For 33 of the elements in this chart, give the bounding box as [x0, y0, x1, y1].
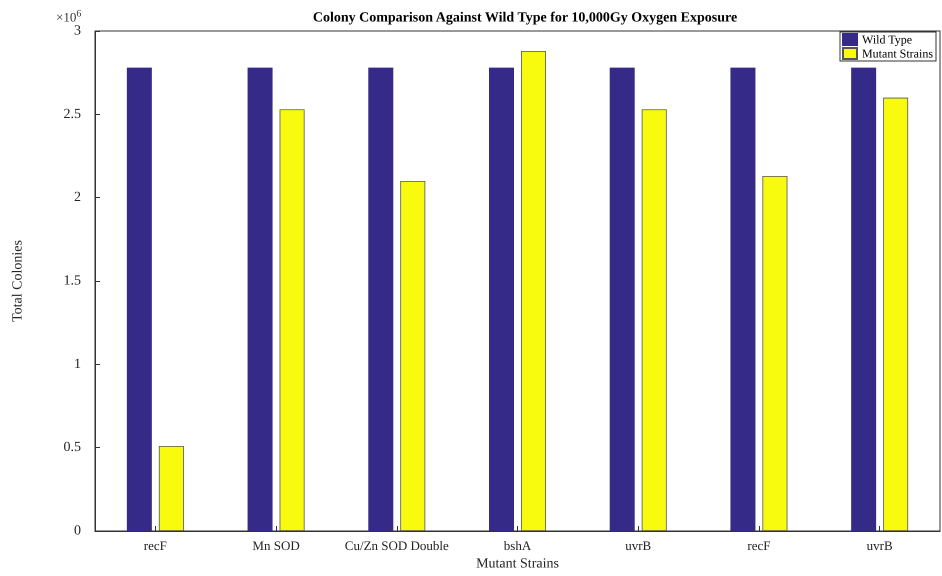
x-tick-label: bshA — [504, 538, 532, 553]
y-tick-label: 3 — [74, 24, 81, 38]
bar — [368, 68, 394, 531]
x-tick-label: uvrB — [625, 538, 652, 553]
y-axis-title: Total Colonies — [10, 240, 26, 322]
y-tick-label: 2 — [74, 190, 81, 206]
y-tick-label: 1.5 — [64, 274, 81, 288]
bar — [762, 176, 788, 531]
x-axis-title: Mutant Strains — [476, 556, 559, 572]
bar — [489, 68, 514, 531]
bar — [642, 109, 667, 531]
bar — [521, 51, 546, 531]
chart-title: Colony Comparison Against Wild Type for 10,000Gy Oxygen Exposure — [312, 10, 738, 26]
y-tick-label: 0.5 — [64, 440, 81, 456]
legend-label: Wild Type — [862, 32, 912, 46]
bar — [851, 68, 876, 531]
x-tick-label: Cu/Zn SOD Double — [344, 538, 450, 553]
y-tick-label: 2.5 — [64, 106, 81, 122]
bar — [883, 98, 908, 531]
legend-label: Mutant Strains — [862, 46, 934, 60]
x-tick-label: uvrB — [866, 538, 893, 553]
x-tick-label: Mn SOD — [252, 538, 300, 553]
bar — [610, 68, 635, 531]
bar — [730, 68, 756, 531]
bar — [248, 68, 273, 531]
bar — [126, 68, 152, 531]
bar — [400, 181, 426, 531]
bar — [280, 109, 305, 531]
x-tick-label: recF — [144, 538, 167, 553]
y-tick-label: 0 — [74, 524, 81, 538]
x-tick-label: recF — [747, 538, 770, 553]
bar — [158, 446, 184, 531]
y-tick-label: 1 — [74, 356, 81, 372]
